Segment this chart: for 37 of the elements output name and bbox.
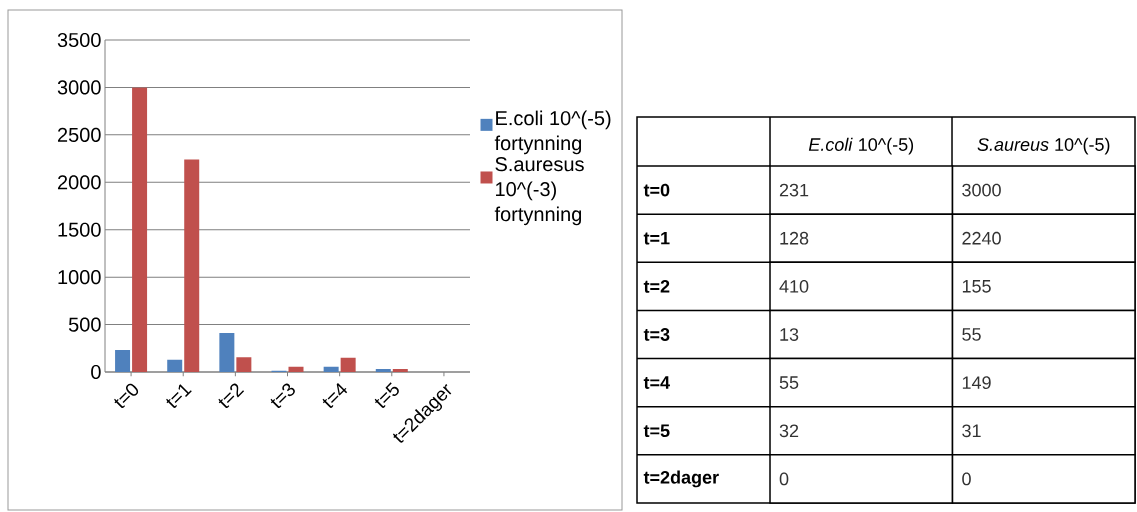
y-tick-label: t=3 <box>643 328 670 341</box>
x-tick-label: t=1 <box>166 384 192 408</box>
x-tick-label: E.coli 10^(-5) <box>808 137 914 155</box>
x-tick-label: t=2 <box>218 383 245 409</box>
data-label: 32 <box>779 424 799 438</box>
data-label: 55 <box>962 328 981 341</box>
legend-label: E.coli 10^(-5) fortynning <box>494 110 611 155</box>
data-label: 231 <box>779 183 809 197</box>
legend-label: S.auresus 10^(-3) fortynning <box>494 157 584 226</box>
data-label: 55 <box>779 376 799 389</box>
x-tick-label: t=4 <box>322 382 348 408</box>
y-tick-label: 500 <box>68 317 101 332</box>
y-tick-label: 1500 <box>58 222 101 237</box>
data-label: 31 <box>962 424 981 438</box>
data-label: 0 <box>962 472 971 486</box>
y-tick-label: 2500 <box>57 127 101 142</box>
data-label: 2240 <box>962 231 1001 245</box>
data-label: 410 <box>779 279 809 293</box>
data-label: 128 <box>780 231 809 245</box>
y-tick-label: t=2 <box>643 279 670 293</box>
y-tick-label: 0 <box>91 364 101 380</box>
y-tick-label: t=2dager <box>643 470 719 488</box>
y-tick-label: 3000 <box>57 80 101 95</box>
data-label: 0 <box>779 472 789 486</box>
data-label: 13 <box>780 328 799 341</box>
data-label: 3000 <box>962 183 1001 197</box>
y-tick-label: t=5 <box>643 424 670 438</box>
y-tick-label: 3500 <box>57 32 101 48</box>
data-label: 149 <box>962 376 991 390</box>
y-tick-label: 2000 <box>57 175 101 190</box>
y-tick-label: 1000 <box>58 270 101 285</box>
data-label: 155 <box>962 280 991 293</box>
x-tick-label: t=3 <box>270 383 295 409</box>
y-tick-label: t=0 <box>643 183 670 197</box>
x-tick-label: S.aureus 10^(-5) <box>977 137 1110 155</box>
y-tick-label: t=1 <box>643 231 670 245</box>
x-tick-label: t=0 <box>114 383 139 409</box>
